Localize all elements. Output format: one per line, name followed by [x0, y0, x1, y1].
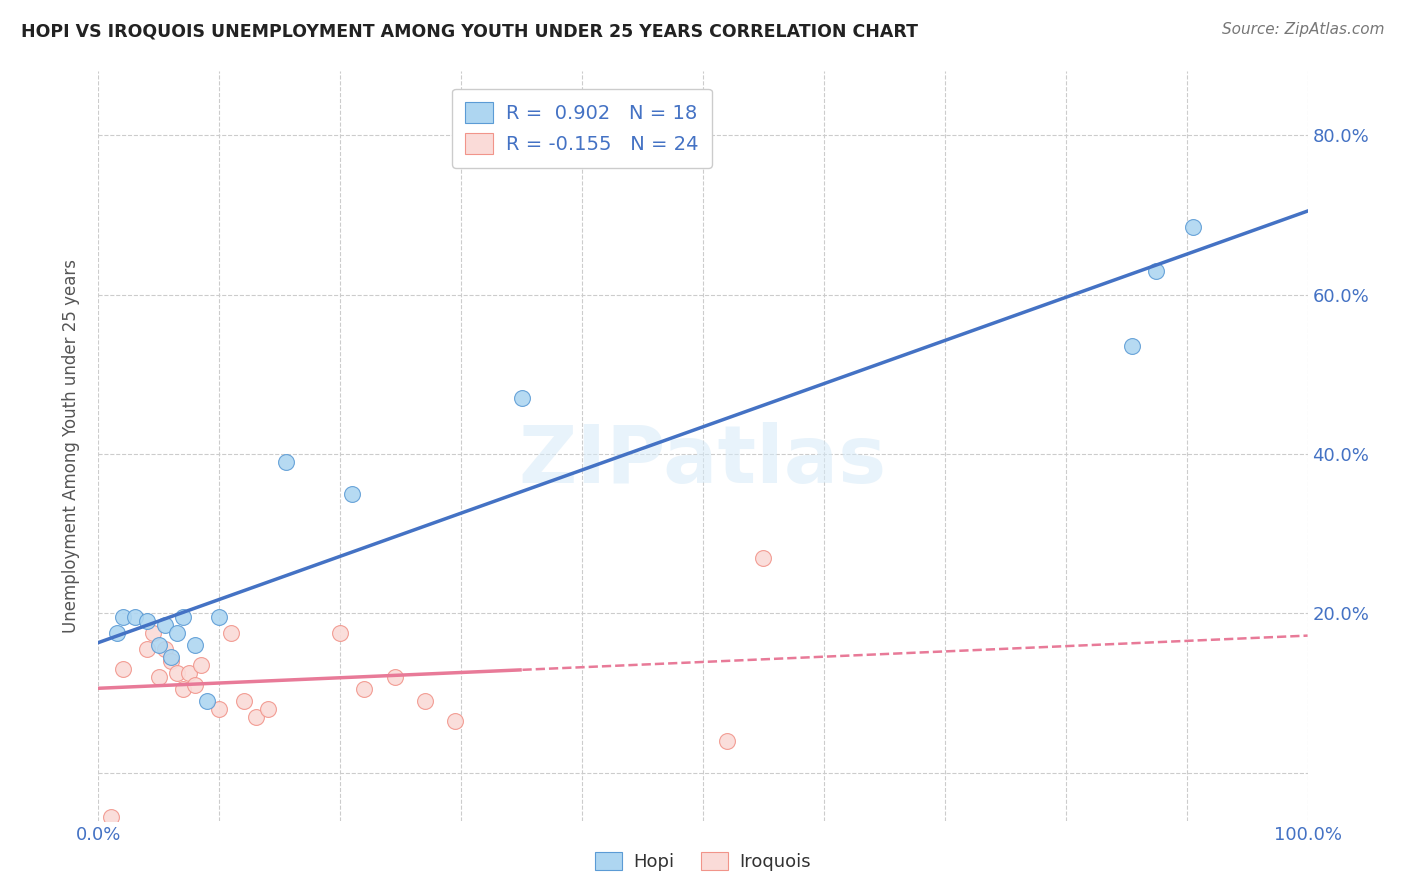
Point	[172, 682, 194, 697]
Point	[444, 714, 467, 728]
Point	[190, 658, 212, 673]
Y-axis label: Unemployment Among Youth under 25 years: Unemployment Among Youth under 25 years	[62, 259, 80, 633]
Text: ZIPatlas: ZIPatlas	[519, 422, 887, 500]
Point	[148, 638, 170, 652]
Point	[1181, 219, 1204, 234]
Text: HOPI VS IROQUOIS UNEMPLOYMENT AMONG YOUTH UNDER 25 YEARS CORRELATION CHART: HOPI VS IROQUOIS UNEMPLOYMENT AMONG YOUT…	[21, 22, 918, 40]
Point	[384, 670, 406, 684]
Point	[1121, 339, 1143, 353]
Legend: Hopi, Iroquois: Hopi, Iroquois	[588, 845, 818, 879]
Point	[752, 550, 775, 565]
Point	[160, 650, 183, 665]
Point	[1146, 263, 1168, 277]
Point	[184, 678, 207, 692]
Point	[105, 626, 128, 640]
Point	[716, 734, 738, 748]
Point	[184, 638, 207, 652]
Point	[142, 626, 165, 640]
Point	[353, 682, 375, 697]
Point	[166, 666, 188, 681]
Point	[221, 626, 243, 640]
Point	[256, 702, 278, 716]
Point	[166, 626, 188, 640]
Point	[172, 610, 194, 624]
Point	[153, 618, 176, 632]
Point	[329, 626, 352, 640]
Point	[245, 710, 267, 724]
Point	[111, 662, 134, 676]
Text: Source: ZipAtlas.com: Source: ZipAtlas.com	[1222, 22, 1385, 37]
Point	[179, 666, 201, 681]
Point	[153, 642, 176, 657]
Point	[413, 694, 436, 708]
Point	[274, 455, 297, 469]
Point	[111, 610, 134, 624]
Point	[135, 615, 157, 629]
Point	[342, 487, 364, 501]
Point	[195, 694, 218, 708]
Point	[100, 810, 122, 824]
Point	[208, 610, 231, 624]
Point	[135, 642, 157, 657]
Point	[124, 610, 146, 624]
Point	[232, 694, 254, 708]
Legend: R =  0.902   N = 18, R = -0.155   N = 24: R = 0.902 N = 18, R = -0.155 N = 24	[451, 88, 713, 168]
Point	[160, 654, 183, 668]
Point	[510, 391, 533, 405]
Point	[148, 670, 170, 684]
Point	[208, 702, 231, 716]
